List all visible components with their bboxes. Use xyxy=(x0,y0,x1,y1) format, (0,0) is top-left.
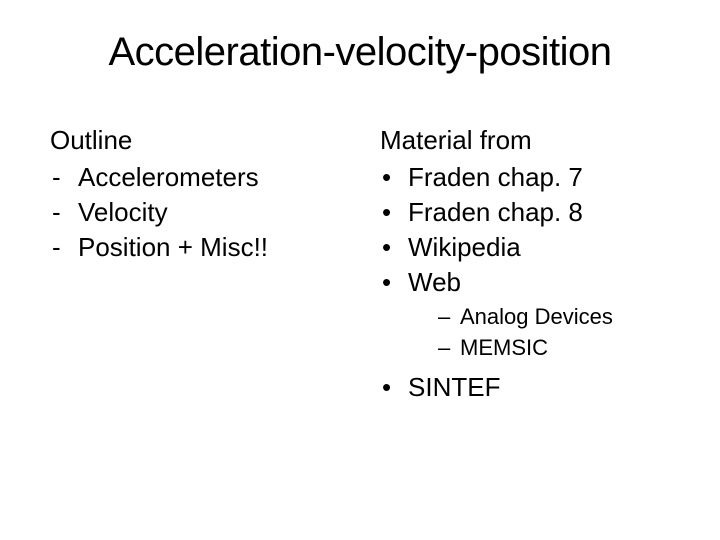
list-item-label: Fraden chap. 8 xyxy=(408,197,583,227)
list-subitem: Analog Devices xyxy=(438,302,670,333)
list-item: Web Analog Devices MEMSIC xyxy=(380,265,670,364)
list-subitem-label: Analog Devices xyxy=(460,304,613,329)
list-item-label: Fraden chap. 7 xyxy=(408,162,583,192)
slide: Acceleration-velocity-position Outline A… xyxy=(0,0,720,540)
outline-list: Accelerometers Velocity Position + Misc!… xyxy=(50,160,340,265)
list-item-label: Position + Misc!! xyxy=(78,232,268,262)
slide-title: Acceleration-velocity-position xyxy=(50,30,670,75)
list-item: Wikipedia xyxy=(380,230,670,265)
list-item: Fraden chap. 8 xyxy=(380,195,670,230)
list-item: SINTEF xyxy=(380,370,670,405)
material-column: Material from Fraden chap. 7 Fraden chap… xyxy=(380,125,670,405)
list-item: Position + Misc!! xyxy=(50,230,340,265)
list-item: Fraden chap. 7 xyxy=(380,160,670,195)
list-subitem: MEMSIC xyxy=(438,333,670,364)
material-heading: Material from xyxy=(380,125,670,156)
outline-column: Outline Accelerometers Velocity Position… xyxy=(50,125,340,405)
outline-heading: Outline xyxy=(50,125,340,156)
list-item-label: Wikipedia xyxy=(408,232,521,262)
list-item-label: Accelerometers xyxy=(78,162,259,192)
list-item: Velocity xyxy=(50,195,340,230)
list-item: Accelerometers xyxy=(50,160,340,195)
material-list: Fraden chap. 7 Fraden chap. 8 Wikipedia … xyxy=(380,160,670,405)
list-item-label: SINTEF xyxy=(408,372,500,402)
material-sublist: Analog Devices MEMSIC xyxy=(408,302,670,364)
list-subitem-label: MEMSIC xyxy=(460,335,548,360)
list-item-label: Web xyxy=(408,267,461,297)
list-item-label: Velocity xyxy=(78,197,168,227)
content-columns: Outline Accelerometers Velocity Position… xyxy=(50,125,670,405)
